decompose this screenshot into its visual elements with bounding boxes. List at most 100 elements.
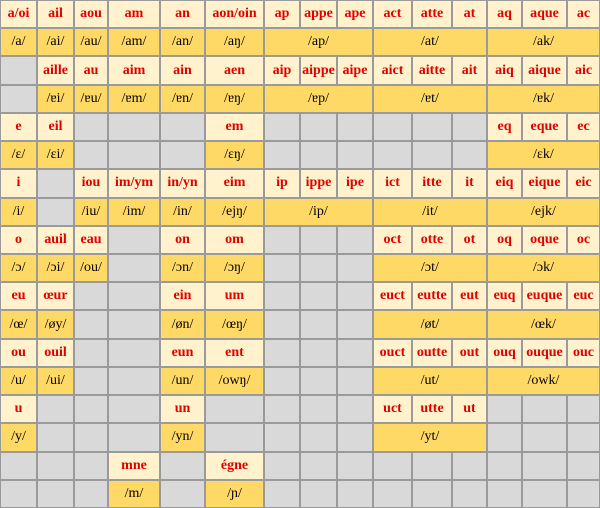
empty-cell bbox=[160, 141, 205, 170]
empty-cell bbox=[337, 254, 373, 283]
pronunciation-cell: /aŋ/ bbox=[205, 28, 264, 57]
empty-cell bbox=[108, 141, 160, 170]
empty-cell bbox=[373, 479, 412, 508]
spelling-cell: a/oi bbox=[0, 0, 37, 29]
spelling-cell: ict bbox=[373, 169, 412, 198]
empty-cell bbox=[300, 338, 337, 367]
pronunciation-cell: /ip/ bbox=[264, 197, 373, 226]
spelling-cell: eil bbox=[37, 112, 74, 142]
empty-cell bbox=[74, 423, 108, 452]
empty-cell bbox=[74, 282, 108, 311]
spelling-cell: ut bbox=[452, 395, 487, 424]
empty-cell bbox=[264, 225, 300, 254]
empty-cell bbox=[337, 423, 373, 452]
pronunciation-cell: /at/ bbox=[373, 28, 487, 57]
spelling-cell: ail bbox=[37, 0, 74, 29]
spelling-cell: eq bbox=[487, 112, 522, 142]
pronunciation-cell: /ɐm/ bbox=[108, 84, 160, 113]
empty-cell bbox=[412, 479, 452, 508]
spelling-cell: appe bbox=[300, 0, 337, 29]
empty-cell bbox=[264, 479, 300, 508]
spelling-cell: u bbox=[0, 395, 37, 424]
empty-cell bbox=[300, 451, 337, 480]
pronunciation-cell: /ut/ bbox=[373, 366, 487, 396]
pronunciation-cell: /ɛi/ bbox=[37, 141, 74, 170]
spelling-cell: aip bbox=[264, 56, 300, 85]
empty-cell bbox=[0, 56, 37, 85]
empty-cell bbox=[108, 395, 160, 424]
spelling-cell: aen bbox=[205, 56, 264, 85]
pronunciation-cell: /au/ bbox=[74, 28, 108, 57]
spelling-cell: in/yn bbox=[160, 169, 205, 198]
spelling-cell: itte bbox=[412, 169, 452, 198]
spelling-cell: œur bbox=[37, 282, 74, 311]
empty-cell bbox=[452, 141, 487, 170]
spelling-cell: ape bbox=[337, 0, 373, 29]
spelling-cell: ein bbox=[160, 282, 205, 311]
spelling-cell: uct bbox=[373, 395, 412, 424]
spelling-cell: ip bbox=[264, 169, 300, 198]
spelling-cell: égne bbox=[205, 451, 264, 480]
empty-cell bbox=[108, 282, 160, 311]
empty-cell bbox=[74, 366, 108, 396]
empty-cell bbox=[337, 366, 373, 396]
empty-cell bbox=[108, 225, 160, 254]
spelling-cell: euque bbox=[522, 282, 567, 311]
pronunciation-cell: /ap/ bbox=[264, 28, 373, 57]
empty-cell bbox=[452, 479, 487, 508]
spelling-cell: it bbox=[452, 169, 487, 198]
empty-cell bbox=[264, 141, 300, 170]
empty-cell bbox=[412, 112, 452, 142]
spelling-cell: ec bbox=[567, 112, 600, 142]
empty-cell bbox=[337, 141, 373, 170]
pronunciation-cell: /iu/ bbox=[74, 197, 108, 226]
empty-cell bbox=[452, 112, 487, 142]
empty-cell bbox=[108, 423, 160, 452]
spelling-cell: iou bbox=[74, 169, 108, 198]
empty-cell bbox=[160, 451, 205, 480]
empty-cell bbox=[264, 338, 300, 367]
empty-cell bbox=[487, 479, 522, 508]
spelling-cell: act bbox=[373, 0, 412, 29]
spelling-cell: am bbox=[108, 0, 160, 29]
pronunciation-cell: /owk/ bbox=[487, 366, 600, 396]
empty-cell bbox=[108, 254, 160, 283]
spelling-cell: outte bbox=[412, 338, 452, 367]
empty-cell bbox=[108, 366, 160, 396]
spelling-cell: an bbox=[160, 0, 205, 29]
empty-cell bbox=[300, 395, 337, 424]
spelling-cell: un bbox=[160, 395, 205, 424]
spelling-cell: ippe bbox=[300, 169, 337, 198]
spelling-cell: ouque bbox=[522, 338, 567, 367]
pronunciation-cell: /in/ bbox=[160, 197, 205, 226]
pronunciation-cell: /øn/ bbox=[160, 310, 205, 339]
empty-cell bbox=[0, 84, 37, 113]
empty-cell bbox=[74, 338, 108, 367]
spelling-cell: eque bbox=[522, 112, 567, 142]
empty-cell bbox=[264, 254, 300, 283]
pronunciation-cell: /ejŋ/ bbox=[205, 197, 264, 226]
empty-cell bbox=[205, 423, 264, 452]
pronunciation-cell: /y/ bbox=[0, 423, 37, 452]
spelling-cell: aim bbox=[108, 56, 160, 85]
empty-cell bbox=[37, 395, 74, 424]
spelling-cell: au bbox=[74, 56, 108, 85]
empty-cell bbox=[37, 479, 74, 508]
empty-cell bbox=[160, 112, 205, 142]
empty-cell bbox=[108, 112, 160, 142]
pronunciation-cell: /ɔk/ bbox=[487, 254, 600, 283]
empty-cell bbox=[337, 112, 373, 142]
empty-cell bbox=[74, 451, 108, 480]
spelling-cell: oc bbox=[567, 225, 600, 254]
spelling-cell: atte bbox=[412, 0, 452, 29]
pronunciation-cell: /yn/ bbox=[160, 423, 205, 452]
empty-cell bbox=[522, 451, 567, 480]
spelling-cell: om bbox=[205, 225, 264, 254]
empty-cell bbox=[522, 395, 567, 424]
empty-cell bbox=[74, 310, 108, 339]
spelling-cell: ipe bbox=[337, 169, 373, 198]
empty-cell bbox=[300, 141, 337, 170]
empty-cell bbox=[452, 451, 487, 480]
spelling-cell: aq bbox=[487, 0, 522, 29]
empty-cell bbox=[264, 282, 300, 311]
